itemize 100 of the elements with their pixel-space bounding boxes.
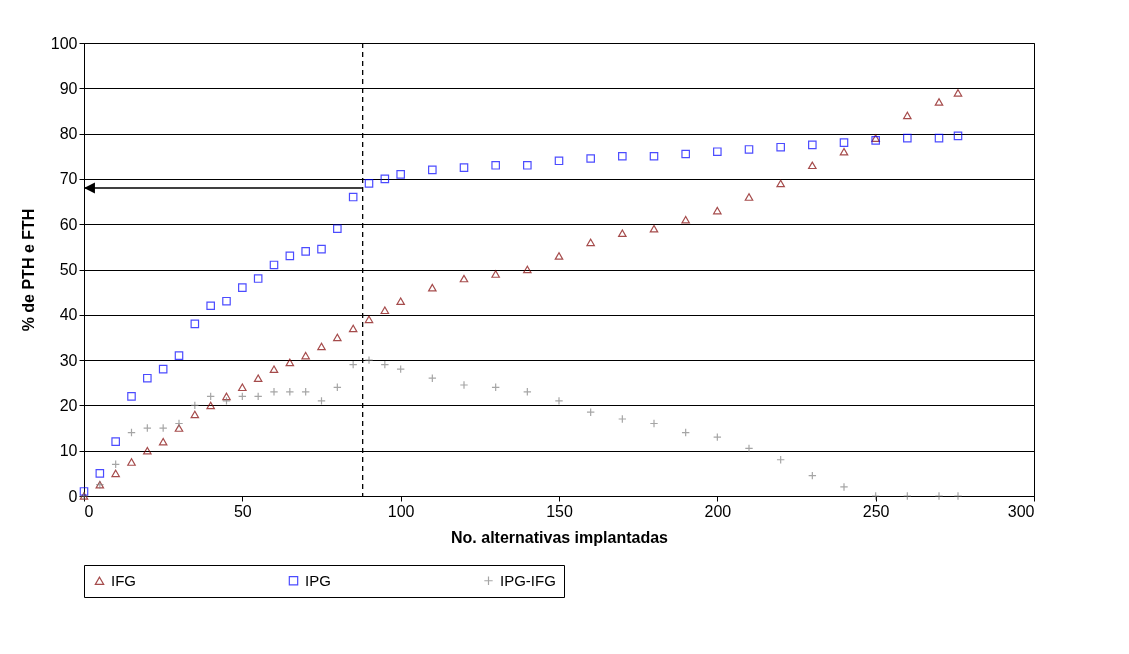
x-tick-label: 300 — [1007, 502, 1035, 520]
point — [713, 432, 722, 442]
point — [459, 380, 469, 390]
point — [808, 161, 817, 170]
point — [190, 319, 200, 329]
point — [776, 142, 785, 152]
point — [491, 270, 500, 278]
point — [127, 458, 136, 466]
point — [174, 419, 184, 428]
point — [238, 283, 247, 292]
point — [953, 491, 963, 501]
point — [776, 179, 785, 188]
point — [174, 424, 184, 432]
point — [143, 446, 152, 455]
point — [459, 163, 469, 172]
point — [744, 193, 754, 201]
point — [380, 306, 390, 315]
point — [301, 351, 310, 360]
point — [222, 396, 231, 406]
point — [903, 491, 912, 501]
point — [269, 387, 279, 397]
point — [681, 149, 690, 159]
point — [649, 419, 659, 428]
point — [190, 410, 200, 419]
point — [934, 98, 944, 106]
point — [143, 423, 152, 433]
point — [111, 437, 120, 446]
point — [285, 358, 295, 367]
point — [143, 373, 152, 383]
point — [269, 260, 279, 270]
point — [428, 165, 437, 175]
point — [364, 355, 374, 365]
y-tick-label: 70 — [59, 170, 78, 188]
point — [554, 396, 564, 406]
point — [396, 297, 405, 306]
point — [586, 238, 595, 247]
point — [380, 174, 390, 184]
point — [618, 229, 627, 238]
y-tick-label: 80 — [59, 125, 78, 143]
y-tick-label: 0 — [68, 487, 78, 505]
point — [839, 138, 849, 147]
point — [808, 140, 817, 150]
point — [744, 444, 754, 453]
point — [523, 161, 532, 170]
point — [953, 131, 963, 141]
point — [903, 111, 912, 120]
point — [953, 89, 963, 97]
point — [317, 396, 326, 406]
point — [127, 392, 136, 401]
point — [903, 133, 912, 143]
x-tick-label: 200 — [704, 502, 732, 520]
point — [396, 170, 405, 179]
y-tick-label: 100 — [50, 34, 78, 52]
point — [618, 414, 627, 424]
point — [348, 324, 358, 333]
y-tick-label: 40 — [59, 306, 78, 324]
legend-label: IFG — [111, 571, 136, 589]
point — [269, 365, 279, 373]
point — [491, 161, 500, 170]
x-tick-label: 0 — [84, 502, 94, 520]
point — [713, 147, 722, 157]
point — [253, 274, 263, 283]
point — [174, 351, 184, 360]
point — [222, 296, 231, 306]
x-axis-title: No. alternativas implantadas — [451, 528, 669, 546]
point — [839, 482, 849, 492]
point — [317, 342, 326, 351]
point — [649, 151, 659, 161]
y-tick-label: 20 — [59, 396, 78, 414]
legend-label: IPG — [305, 571, 331, 589]
point — [871, 491, 880, 501]
point — [713, 206, 722, 215]
point — [459, 274, 469, 283]
point — [158, 364, 168, 374]
point — [206, 401, 215, 410]
point — [523, 265, 532, 274]
point — [285, 251, 295, 261]
point — [206, 301, 215, 311]
point — [618, 151, 627, 161]
point — [934, 491, 944, 501]
point — [364, 315, 374, 324]
point — [744, 145, 754, 154]
point — [554, 156, 564, 166]
point — [238, 383, 247, 392]
y-tick-label: 30 — [59, 351, 78, 369]
point — [95, 469, 105, 478]
y-tick-label: 50 — [59, 261, 78, 278]
point — [301, 247, 310, 256]
x-tick-label: 150 — [546, 502, 573, 520]
legend-label: IPG-IFG — [500, 571, 556, 589]
point — [649, 224, 659, 233]
point — [158, 437, 168, 446]
point — [364, 179, 374, 188]
x-tick-label: 250 — [862, 502, 890, 520]
point — [934, 133, 944, 143]
x-tick-label: 100 — [387, 502, 415, 520]
point — [158, 423, 168, 433]
point — [554, 252, 564, 260]
point — [222, 392, 231, 401]
point — [348, 192, 358, 202]
